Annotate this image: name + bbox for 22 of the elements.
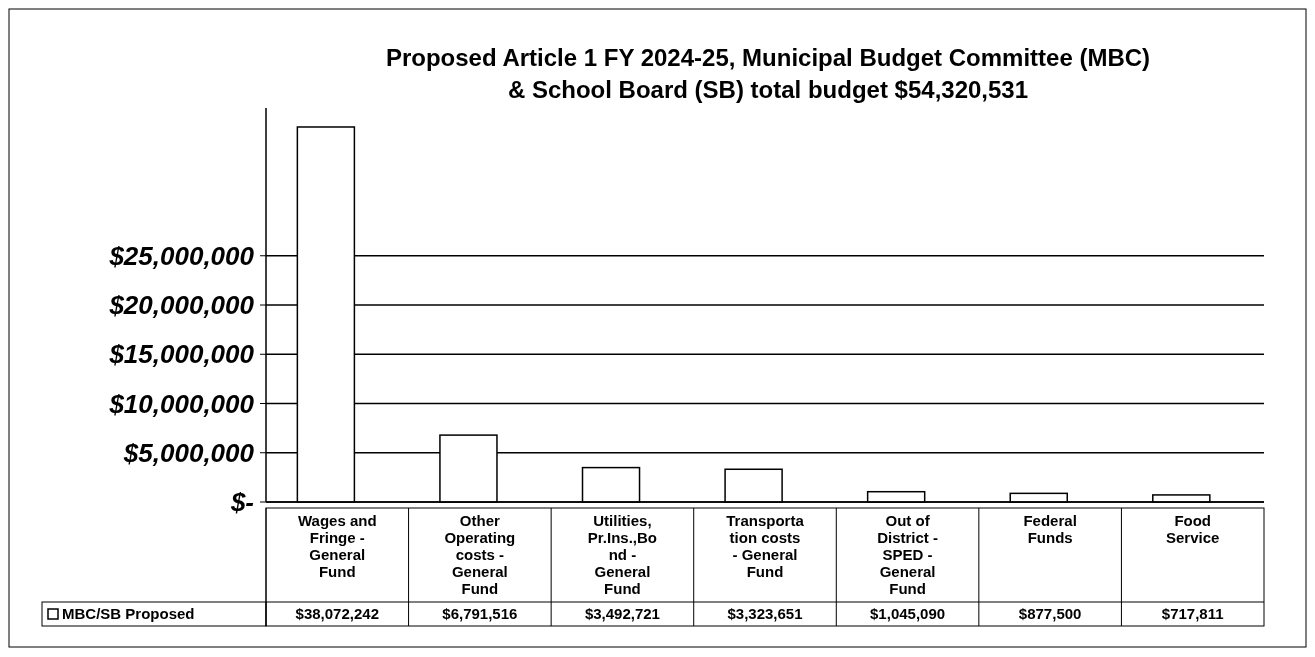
data-label: $38,072,242: [295, 605, 379, 622]
data-label: $1,045,090: [870, 605, 946, 622]
x-tick-label: Transportation costs - General Fund: [726, 512, 805, 580]
y-tick-label: $20,000,000: [108, 290, 255, 321]
chart-title: Proposed Article 1 FY 2024-25, Municipal Budget Committee (MBC) & School Board (SB) total budget $54,320,531: [385, 44, 1151, 103]
y-tick-label: $10,000,000: [108, 388, 255, 419]
x-tick-label: Wages and Fringe - General Fund: [297, 512, 377, 580]
x-tick-label: Utilities, Pr.Ins.,Bond - General Fund: [587, 512, 658, 597]
data-label: $6,791,516: [442, 605, 518, 622]
y-tick-label: $-: [229, 487, 254, 518]
x-tick-label: Food Service: [1166, 512, 1220, 546]
data-label: $3,323,651: [727, 605, 803, 622]
data-label: $877,500: [1018, 605, 1082, 622]
y-tick-label: $15,000,000: [108, 339, 255, 370]
data-label: $717,811: [1161, 605, 1224, 622]
x-tick-label: Out of District - SPED - General Fund: [877, 512, 938, 597]
legend-label: MBC/SB Proposed: [62, 605, 195, 622]
y-tick-label: $5,000,000: [122, 437, 255, 468]
data-label: $3,492,721: [584, 605, 660, 622]
x-tick-label: Other Operating costs - General Fund: [444, 512, 516, 597]
y-tick-label: $25,000,000: [108, 240, 255, 271]
x-tick-label: Federal Funds: [1023, 512, 1077, 546]
